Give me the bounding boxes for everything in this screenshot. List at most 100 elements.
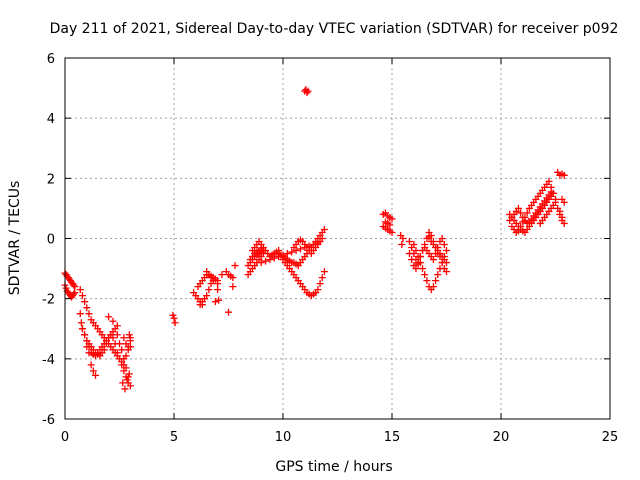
data-point bbox=[558, 213, 566, 221]
y-tick-label: 6 bbox=[47, 52, 55, 67]
data-point bbox=[304, 87, 312, 95]
data-point bbox=[416, 259, 424, 267]
data-point bbox=[120, 334, 128, 342]
data-point bbox=[77, 319, 85, 327]
data-point bbox=[229, 274, 237, 282]
y-tick-label: 2 bbox=[47, 172, 55, 187]
data-point bbox=[78, 292, 86, 300]
data-point bbox=[318, 235, 326, 242]
data-point bbox=[283, 250, 291, 258]
data-point bbox=[552, 198, 559, 206]
data-point bbox=[421, 271, 429, 279]
data-point bbox=[92, 371, 100, 379]
data-point bbox=[547, 188, 555, 196]
data-point bbox=[314, 286, 322, 294]
data-point bbox=[83, 304, 91, 312]
data-point bbox=[231, 262, 239, 270]
data-point bbox=[83, 337, 91, 345]
data-point bbox=[523, 209, 531, 217]
data-point bbox=[123, 376, 131, 384]
data-point bbox=[126, 382, 134, 390]
data-point bbox=[116, 340, 123, 348]
x-tick-label: 0 bbox=[61, 430, 69, 445]
y-tick-label: -2 bbox=[42, 293, 55, 308]
data-point bbox=[514, 227, 522, 235]
data-point bbox=[560, 198, 568, 206]
data-point bbox=[71, 283, 79, 291]
data-point bbox=[427, 231, 435, 239]
x-tick-labels: 0 5 10 15 20 25 bbox=[61, 430, 618, 445]
data-point bbox=[429, 256, 437, 264]
data-point bbox=[214, 280, 222, 288]
data-point bbox=[316, 280, 324, 288]
x-tick-label: 5 bbox=[170, 430, 178, 445]
data-point bbox=[423, 277, 431, 285]
data-point bbox=[434, 271, 442, 279]
x-tick-label: 25 bbox=[602, 430, 619, 445]
data-point bbox=[105, 313, 113, 321]
data-point bbox=[62, 284, 70, 292]
data-point bbox=[113, 349, 121, 357]
data-point bbox=[125, 331, 133, 339]
data-point bbox=[124, 373, 132, 381]
x-tick-label: 15 bbox=[384, 430, 401, 445]
data-point bbox=[266, 256, 274, 264]
data-point bbox=[560, 219, 568, 227]
data-point bbox=[126, 343, 134, 351]
data-point bbox=[270, 254, 278, 262]
data-point bbox=[81, 331, 89, 339]
data-point bbox=[429, 283, 437, 291]
data-point bbox=[83, 343, 91, 351]
data-point bbox=[429, 238, 437, 246]
y-tick-labels: -6 -4 -2 0 2 4 6 bbox=[42, 52, 55, 428]
data-point bbox=[209, 277, 217, 285]
scatter-points bbox=[61, 86, 568, 393]
data-point bbox=[432, 277, 440, 285]
data-point bbox=[76, 286, 84, 294]
data-point bbox=[405, 250, 413, 258]
data-point bbox=[408, 256, 416, 264]
data-point bbox=[70, 290, 78, 298]
y-tick-label: -6 bbox=[42, 413, 55, 428]
data-point bbox=[218, 271, 226, 279]
data-point bbox=[414, 253, 422, 261]
data-point bbox=[85, 349, 93, 357]
data-point bbox=[517, 222, 525, 230]
data-point bbox=[118, 346, 126, 354]
data-point bbox=[203, 292, 211, 300]
data-point bbox=[320, 225, 328, 233]
data-point bbox=[440, 241, 448, 249]
y-tick-label: 0 bbox=[47, 233, 55, 248]
data-point bbox=[288, 248, 296, 256]
data-point bbox=[412, 265, 420, 273]
data-point bbox=[214, 286, 222, 294]
grid-lines bbox=[65, 58, 610, 419]
data-point bbox=[78, 325, 86, 333]
data-point bbox=[419, 265, 427, 273]
data-point bbox=[122, 364, 130, 372]
data-point bbox=[419, 247, 427, 255]
data-point bbox=[388, 228, 396, 236]
data-point bbox=[257, 259, 265, 267]
data-point bbox=[125, 370, 133, 378]
data-point bbox=[410, 241, 418, 249]
data-point bbox=[398, 241, 406, 249]
data-point bbox=[517, 209, 525, 217]
data-point bbox=[81, 298, 89, 306]
data-point bbox=[432, 244, 440, 252]
data-point bbox=[262, 257, 270, 265]
data-point bbox=[71, 289, 79, 297]
y-axis-label: SDTVAR / TECUs bbox=[7, 181, 23, 296]
data-point bbox=[545, 177, 553, 185]
x-tick-label: 10 bbox=[275, 430, 292, 445]
data-point bbox=[436, 253, 444, 261]
data-point bbox=[405, 238, 413, 246]
data-point bbox=[556, 207, 564, 215]
data-point bbox=[121, 385, 129, 393]
data-point bbox=[85, 310, 93, 318]
data-point bbox=[443, 268, 450, 276]
data-point bbox=[171, 319, 179, 327]
data-point bbox=[126, 337, 134, 345]
data-point bbox=[412, 247, 420, 255]
